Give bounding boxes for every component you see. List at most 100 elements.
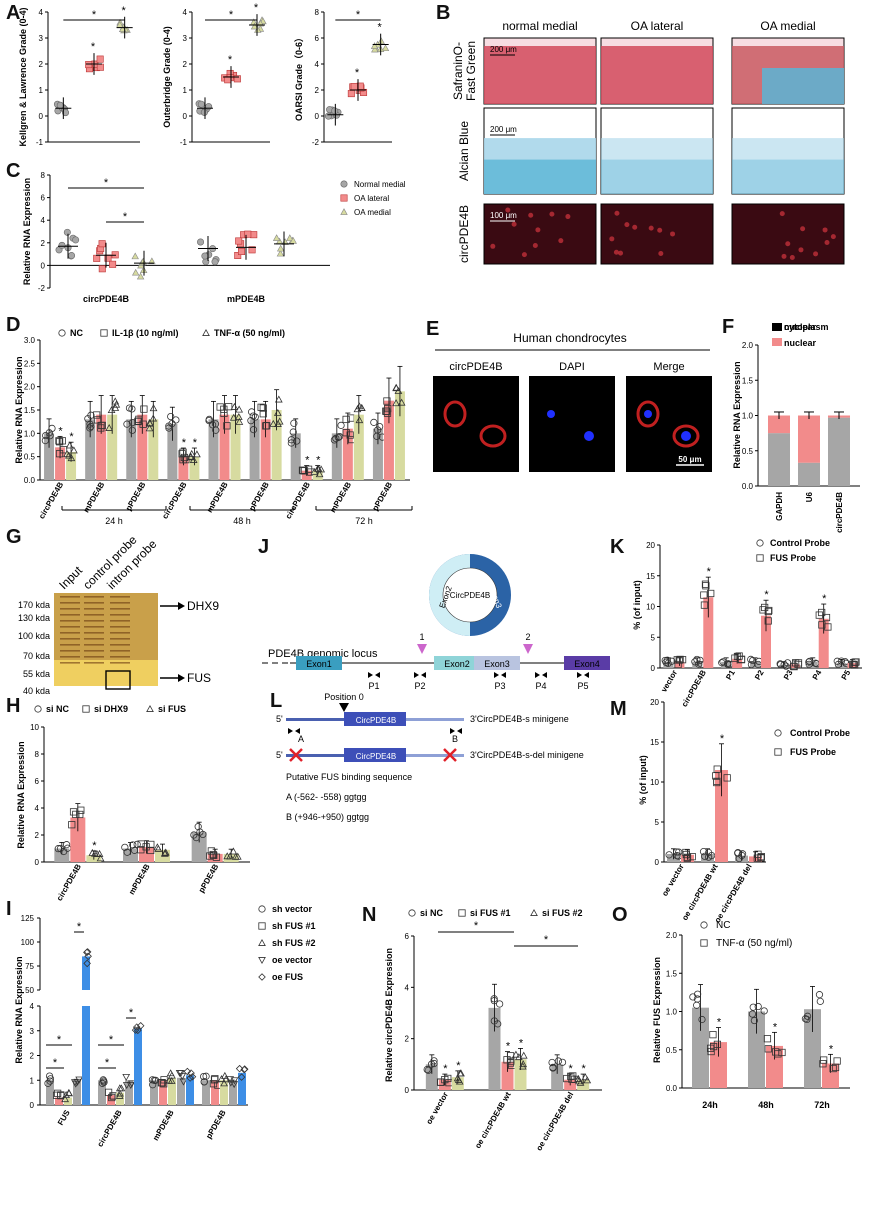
panel-o-bar xyxy=(822,1063,839,1088)
panel-i-point xyxy=(108,1093,116,1102)
panel-n-legend-label: si NC xyxy=(420,908,444,918)
point-marker xyxy=(820,1056,828,1064)
panel-a-point xyxy=(331,107,339,115)
panel-i-bar xyxy=(107,1095,115,1105)
point-marker xyxy=(749,1003,757,1011)
cell-signal xyxy=(798,247,804,253)
panel-o-y-tick-label: 1.5 xyxy=(666,969,678,978)
panel-k-point xyxy=(701,580,710,588)
point-marker xyxy=(133,840,141,848)
point-marker xyxy=(824,623,832,631)
panel-d-point xyxy=(249,426,258,434)
point-marker xyxy=(220,1079,228,1087)
point-marker xyxy=(437,1078,445,1086)
panel-e-scalebar-label: 50 μm xyxy=(678,455,701,464)
point-marker xyxy=(287,439,295,447)
point-marker xyxy=(803,1012,812,1020)
panel-h-point xyxy=(190,831,198,839)
panel-k-point xyxy=(674,660,682,669)
cell-signal xyxy=(800,226,806,232)
panel-d-legend-label: IL-1β (10 ng/ml) xyxy=(112,328,179,338)
point-marker xyxy=(357,404,366,412)
panel-a-point xyxy=(324,112,332,120)
panel-k-point xyxy=(733,652,742,661)
panel-n-legend-marker xyxy=(408,909,416,917)
panel-d-point xyxy=(397,398,406,406)
panel-n-point xyxy=(558,1058,567,1066)
gel-band xyxy=(60,662,80,664)
point-marker xyxy=(183,1067,192,1076)
point-marker xyxy=(258,922,266,930)
panel-d-y-tick-label: 3.0 xyxy=(24,336,36,345)
point-marker xyxy=(782,662,790,670)
micrograph-bg xyxy=(529,376,615,472)
panel-j-locus-label: PDE4B genomic locus xyxy=(268,648,378,660)
panel-i-y-tick-label: 1 xyxy=(30,1076,35,1085)
panel-o-point xyxy=(801,1015,810,1023)
panel-h-point xyxy=(231,852,240,860)
panel-d-point xyxy=(314,464,323,472)
panel-i-point xyxy=(122,1082,131,1090)
panel-l-deletion-x xyxy=(289,748,303,762)
panel-j-exon-label: Exon1 xyxy=(306,659,332,669)
panel-c-y-tick-label: 8 xyxy=(41,171,46,180)
panel-o-point xyxy=(748,1010,757,1018)
panel-i-legend-label: sh vector xyxy=(272,904,313,914)
panel-a-0-y-tick-label: 2 xyxy=(39,60,44,69)
panel-c-point xyxy=(136,272,145,280)
point-marker xyxy=(507,1057,515,1065)
panel-n-point xyxy=(519,1051,528,1059)
point-marker xyxy=(121,843,129,851)
point-marker xyxy=(226,852,234,860)
panel-d-bar xyxy=(55,447,66,480)
panel-d-star: * xyxy=(182,437,187,449)
panel-k-point xyxy=(818,608,826,617)
gel-band xyxy=(84,650,104,652)
panel-m-point xyxy=(675,848,683,856)
panel-j-exon xyxy=(296,656,342,670)
panel-j-circle-label: CircPDE4B xyxy=(450,591,490,600)
panel-c-legend-marker xyxy=(340,208,348,215)
gel-band xyxy=(60,650,80,652)
point-marker xyxy=(158,1079,166,1087)
panel-e-image-2 xyxy=(626,376,712,472)
panel-i-point xyxy=(98,1079,106,1087)
panel-o-point xyxy=(764,1045,772,1053)
point-marker xyxy=(64,451,73,459)
cell-signal xyxy=(549,211,555,217)
panel-i-legend-marker xyxy=(258,957,266,965)
panel-c-point xyxy=(238,247,246,255)
panel-l-5prime: 5' xyxy=(276,750,283,760)
panel-d-category: circPDE4B xyxy=(284,480,312,520)
panel-d-point xyxy=(63,450,71,457)
panel-i-legend-label: oe vector xyxy=(272,955,313,965)
panel-a-point xyxy=(96,55,104,63)
point-marker xyxy=(724,659,732,668)
panel-h-point xyxy=(123,848,131,856)
panel-n-point xyxy=(427,1060,436,1068)
point-marker xyxy=(691,658,699,666)
panel-i-point xyxy=(45,1072,54,1080)
point-marker xyxy=(355,416,364,424)
safranin-stain xyxy=(484,46,596,104)
panel-n-point xyxy=(496,1000,504,1008)
point-marker xyxy=(713,1040,722,1048)
point-marker xyxy=(699,848,708,856)
point-marker xyxy=(137,840,145,848)
point-marker xyxy=(777,660,785,669)
panel-h-star: * xyxy=(92,840,97,852)
point-marker xyxy=(229,413,238,421)
point-marker xyxy=(700,601,709,609)
point-marker xyxy=(148,1076,157,1084)
panel-m-ylabel: % (of input) xyxy=(638,755,648,804)
panel-o-point xyxy=(713,1040,722,1048)
cell-signal xyxy=(614,210,620,216)
point-marker xyxy=(698,1015,706,1024)
point-marker xyxy=(382,407,390,415)
point-marker xyxy=(223,422,231,430)
panel-f-category: circPDE4B xyxy=(835,492,844,533)
panel-l-binding-title: Putative FUS binding sequence xyxy=(286,772,412,782)
panel-d-point xyxy=(370,418,378,426)
panel-a-point xyxy=(347,90,355,98)
point-marker xyxy=(160,1080,168,1088)
